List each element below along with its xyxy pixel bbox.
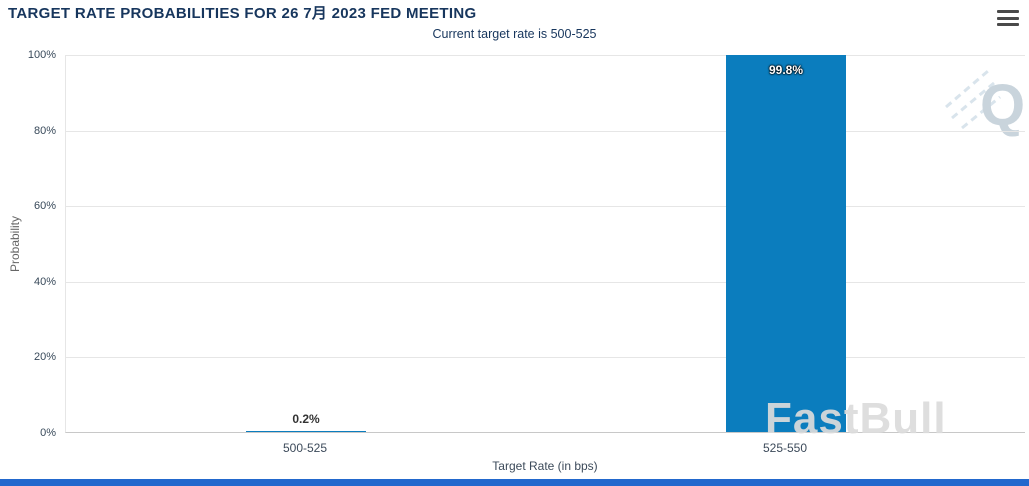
y-axis-tick-label: 0% bbox=[40, 427, 56, 439]
hamburger-icon bbox=[997, 23, 1019, 26]
gridline bbox=[66, 357, 1025, 359]
y-axis-tick-label: 80% bbox=[33, 124, 56, 137]
y-axis-tick-label: 60% bbox=[33, 200, 56, 213]
bar-value-label: 0.2% bbox=[292, 412, 320, 426]
x-category-label: 525-550 bbox=[762, 441, 808, 455]
x-category-label: 500-525 bbox=[282, 441, 328, 455]
chart-title: TARGET RATE PROBABILITIES FOR 26 7月 2023… bbox=[8, 5, 477, 22]
y-axis-tick-label: 20% bbox=[33, 351, 56, 364]
q-logo-letter: Q bbox=[980, 73, 1025, 138]
chart-context-menu-button[interactable] bbox=[997, 10, 1019, 26]
q-logo-watermark: Q bbox=[945, 69, 1025, 138]
plot-area: Q 0.2% 99.8% bbox=[65, 54, 1025, 433]
chart-subtitle: Current target rate is 500-525 bbox=[432, 27, 597, 41]
gridline bbox=[66, 55, 1025, 56]
gridline bbox=[66, 281, 1025, 283]
x-axis-title: Target Rate (in bps) bbox=[492, 459, 598, 473]
probability-bar-525-550[interactable] bbox=[726, 54, 846, 432]
hamburger-icon bbox=[997, 10, 1019, 13]
gridline bbox=[66, 130, 1025, 132]
y-axis: 0% 20% 40% 60% 80% 100% bbox=[0, 49, 60, 439]
y-axis-tick-label: 40% bbox=[33, 275, 56, 288]
bar-value-label: 99.8% bbox=[768, 62, 804, 77]
bottom-blue-strip bbox=[0, 479, 1029, 486]
probability-bar-500-525[interactable] bbox=[246, 431, 366, 432]
y-axis-tick-label: 100% bbox=[27, 49, 56, 61]
hamburger-icon bbox=[997, 16, 1019, 20]
gridline bbox=[66, 206, 1025, 208]
